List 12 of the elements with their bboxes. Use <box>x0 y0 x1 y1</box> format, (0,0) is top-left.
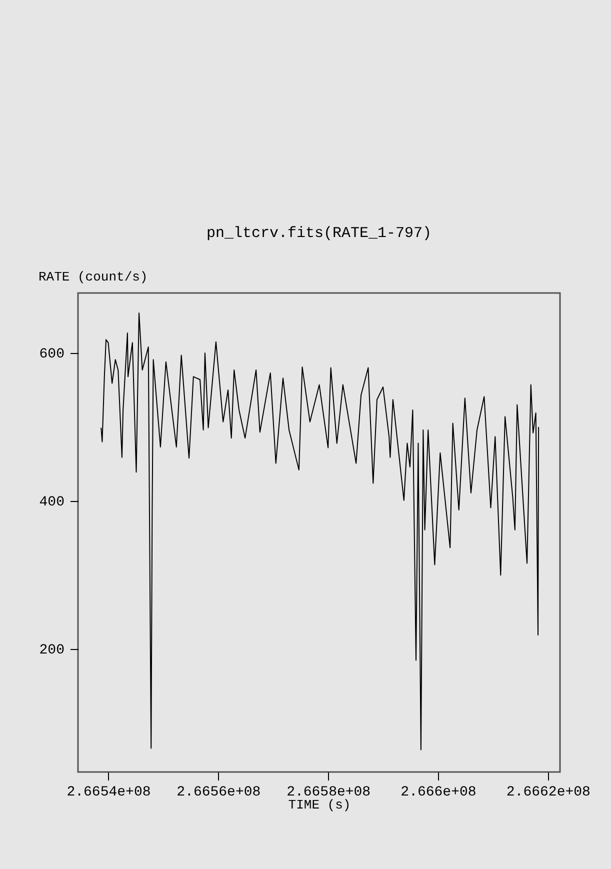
x-tick-label: 2.6656e+08 <box>176 784 261 800</box>
x-tick-label: 2.6662e+08 <box>506 784 590 800</box>
y-tick-label: 600 <box>39 346 64 362</box>
y-tick-label: 200 <box>39 642 64 659</box>
x-tick-label: 2.6658e+08 <box>286 784 371 800</box>
chart-title: pn_ltcrv.fits(RATE_1-797) <box>206 225 432 242</box>
x-axis-title: TIME (s) <box>288 798 351 812</box>
x-tick-label: 2.666e+08 <box>400 784 476 800</box>
x-tick-label: 2.6654e+08 <box>66 784 151 800</box>
line-series <box>100 312 540 750</box>
y-axis-title: RATE (count/s) <box>38 270 148 284</box>
y-tick-label: 400 <box>39 494 64 511</box>
